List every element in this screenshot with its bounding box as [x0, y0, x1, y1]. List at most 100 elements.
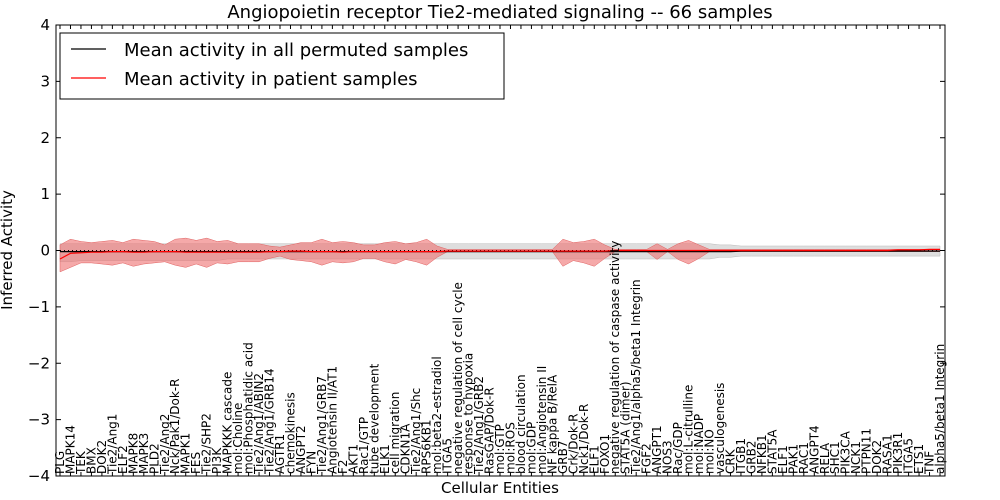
x-tick-label: Tie2/SHP2	[200, 413, 214, 475]
x-tick-label: chemokinesis	[284, 392, 298, 474]
x-tick-label: TNF	[923, 451, 937, 475]
y-tick-label: 1	[40, 185, 50, 203]
x-tick-label: Crk/Dok-R	[566, 413, 580, 474]
x-tick-label: response to hypoxia	[462, 353, 476, 474]
x-tick-label: Tie2/Ang1/GRB7	[315, 376, 329, 475]
y-tick-label: 2	[40, 129, 50, 147]
x-tick-label: blood circulation	[514, 374, 528, 474]
x-tick-label: tube development	[367, 363, 381, 474]
x-tick-label: ANGPT1	[650, 425, 664, 474]
x-tick-label: cell migration	[388, 392, 402, 474]
x-tick-label: RAC1	[797, 442, 811, 474]
x-tick-label: Rac/GDP	[671, 422, 685, 474]
x-tick-label: BMX	[84, 447, 98, 474]
y-tick-label: 3	[40, 72, 50, 90]
x-tick-label: Angiotensin II/AT1	[325, 366, 339, 474]
x-tick-label: MAPK8	[126, 433, 140, 474]
x-tick-label: NF kappa B/RelA	[545, 374, 559, 474]
x-tick-label: PLG	[53, 451, 67, 474]
x-tick-label: mol:NADP	[692, 414, 706, 474]
x-tick-label: STAT5A	[765, 429, 779, 474]
chart-title: Angiopoietin receptor Tie2-mediated sign…	[227, 2, 772, 23]
x-tick-label: PLD2	[147, 443, 161, 474]
x-tick-label: alpha5/beta1 Integrin	[933, 344, 947, 474]
x-tick-label: MAPKKK cascade	[221, 372, 235, 474]
x-tick-label: ELF2	[116, 445, 130, 474]
patient-mean-line	[59, 248, 940, 260]
x-tick-label: Rac1/GTP	[357, 417, 371, 474]
x-tick-label: Tie2/Ang1/GRB2	[472, 376, 486, 475]
x-tick-label: PIK3CA	[839, 430, 853, 474]
x-tick-label: NFKB1	[755, 434, 769, 474]
x-tick-label: MAPK14	[64, 425, 78, 474]
x-tick-label: Tie2/Ang1	[105, 414, 119, 475]
x-tick-label: RELA	[818, 442, 832, 474]
x-tick-label: mol:NO	[703, 429, 717, 474]
x-tick-label: FES	[189, 452, 203, 474]
x-tick-label: mol:beta2-estradiol	[430, 356, 444, 474]
x-tick-label: mol:GTP	[493, 424, 507, 474]
x-tick-label: negative regulation of caspase activity	[608, 241, 622, 474]
x-tick-label: PIK3R1	[891, 432, 905, 474]
x-tick-label: GRB2	[744, 440, 758, 474]
x-tick-label: Nck1/Dok-R	[577, 404, 591, 474]
x-tick-label: Tie2/Ang2	[158, 414, 172, 475]
x-tick-label: mol:ROS	[504, 422, 518, 474]
x-tick-label: DOK2	[870, 440, 884, 474]
x-tick-label: RasGAP/Dok-R	[483, 387, 497, 474]
x-tick-label: MAPK1	[179, 433, 193, 474]
x-tick-label: NCK1	[849, 441, 863, 474]
legend-box	[59, 32, 505, 100]
y-axis-label: Inferred Activity	[0, 190, 16, 310]
x-tick-label: ELF1	[776, 445, 790, 474]
x-tick-label: ELF1	[587, 445, 601, 474]
x-tick-label: mol:GDP	[524, 422, 538, 474]
x-tick-label: vasculogenesis	[713, 383, 727, 474]
x-tick-label: PTPN11	[860, 428, 874, 474]
x-tick-label: RASA1	[881, 434, 895, 474]
x-tick-label: Nck/Pak1/Dok-R	[168, 379, 182, 474]
x-tick-label: F2	[336, 459, 350, 474]
x-tick-label: PI3K	[210, 447, 224, 474]
x-axis-label: Cellular Entities	[441, 479, 559, 497]
x-tick-label: TEK	[74, 450, 88, 475]
x-tick-label: STAT5A (dimer)	[619, 381, 633, 474]
x-tick-label: mol:Choline	[231, 403, 245, 474]
x-tick-label: Tie2/Ang1/alpha5/beta1 Integrin	[629, 279, 643, 475]
x-tick-label: CDKN1A	[399, 423, 413, 474]
y-tick-label: −3	[28, 411, 50, 429]
legend-label-patient: Mean activity in patient samples	[124, 69, 418, 90]
x-tick-label: Tie2/Ang1/ABIN2	[252, 373, 266, 475]
x-tick-label: AGTR1	[273, 434, 287, 474]
x-tick-label: negative regulation of cell cycle	[451, 282, 465, 474]
x-tick-label: mol:Angiotensin II	[535, 366, 549, 474]
y-tick-label: −4	[28, 467, 50, 485]
x-tick-label: ITGA5	[902, 438, 916, 474]
x-tick-label: MAPK3	[137, 433, 151, 474]
x-tick-label: NOS3	[661, 440, 675, 474]
x-tick-label: Tie2/Ang1/GRB14	[263, 368, 277, 475]
x-tick-label: DOK2	[95, 440, 109, 474]
x-tick-label: ANGPT4	[807, 425, 821, 474]
legend-label-permuted: Mean activity in all permuted samples	[124, 40, 468, 61]
y-tick-label: 4	[40, 16, 50, 34]
series-lines	[59, 248, 940, 260]
y-tick-label: −1	[28, 298, 50, 316]
x-tick-label: ITGB1	[734, 438, 748, 474]
legend: Mean activity in all permuted samples Me…	[59, 32, 505, 100]
y-tick-label: 0	[40, 242, 50, 260]
x-tick-label: AKT1	[346, 444, 360, 474]
x-axis-ticks: PLGMAPK14TEKBMXDOK2Tie2/Ang1ELF2MAPK8MAP…	[53, 25, 947, 476]
x-tick-label: ETS1	[912, 444, 926, 474]
y-tick-label: −2	[28, 354, 50, 372]
x-tick-label: CRK	[724, 448, 738, 474]
x-tick-label: FOXO1	[598, 434, 612, 474]
x-tick-label: ANGPT2	[294, 425, 308, 474]
x-tick-label: FYN	[304, 451, 318, 474]
x-tick-label: ELK1	[378, 444, 392, 474]
x-tick-label: GRB7	[556, 440, 570, 474]
x-tick-label: mol:L-citrulline	[682, 385, 696, 474]
x-tick-label: mol:Phosphatidic acid	[242, 342, 256, 474]
x-tick-label: FGF2	[640, 443, 654, 474]
